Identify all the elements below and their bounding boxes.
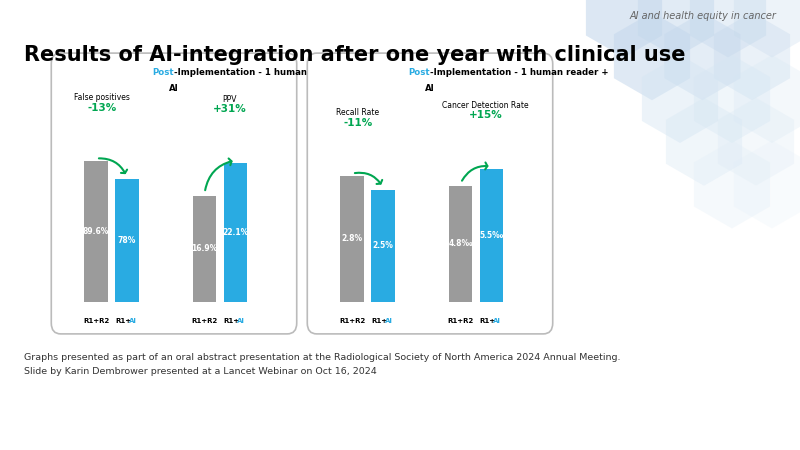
- Text: AI and health equity in cancer: AI and health equity in cancer: [629, 11, 776, 21]
- FancyBboxPatch shape: [307, 53, 553, 334]
- Text: +31%: +31%: [213, 104, 246, 114]
- Text: AI: AI: [494, 318, 501, 324]
- Text: -Implementation - 1 human reader +: -Implementation - 1 human reader +: [174, 68, 353, 77]
- Text: 5.5‰: 5.5‰: [479, 231, 503, 240]
- Bar: [449, 186, 473, 302]
- FancyBboxPatch shape: [51, 53, 297, 334]
- Text: -11%: -11%: [343, 117, 373, 128]
- Bar: [84, 161, 108, 302]
- Text: PPV: PPV: [222, 94, 237, 104]
- Text: +15%: +15%: [469, 110, 502, 121]
- Text: R1+: R1+: [371, 318, 387, 324]
- Text: Post: Post: [408, 68, 430, 77]
- Text: R1+R2: R1+R2: [83, 318, 110, 324]
- Text: -13%: -13%: [87, 103, 117, 112]
- Text: The best science for better lives: The best science for better lives: [574, 412, 776, 425]
- Bar: [340, 176, 364, 302]
- Text: 89.6%: 89.6%: [83, 227, 110, 236]
- Text: R1+R2: R1+R2: [339, 318, 366, 324]
- Text: R1+: R1+: [224, 318, 240, 324]
- Text: R1+R2: R1+R2: [191, 318, 218, 324]
- Text: R1+R2: R1+R2: [447, 318, 474, 324]
- Text: 2.5%: 2.5%: [372, 241, 394, 250]
- Text: -Implementation - 1 human reader +: -Implementation - 1 human reader +: [430, 68, 609, 77]
- Text: False positives: False positives: [74, 93, 130, 102]
- Bar: [193, 196, 217, 302]
- Text: Graphs presented as part of an oral abstract presentation at the Radiological So: Graphs presented as part of an oral abst…: [24, 353, 621, 376]
- Text: 78%: 78%: [118, 236, 136, 245]
- Text: Cancer Detection Rate: Cancer Detection Rate: [442, 101, 529, 110]
- Text: Post: Post: [152, 68, 174, 77]
- Text: AI: AI: [425, 84, 435, 93]
- Bar: [223, 163, 247, 302]
- Text: 4.8‰: 4.8‰: [449, 239, 473, 248]
- Text: 16.9%: 16.9%: [191, 244, 218, 253]
- Text: Results of AI-integration after one year with clinical use: Results of AI-integration after one year…: [24, 45, 686, 65]
- Text: 22.1%: 22.1%: [222, 228, 249, 237]
- Text: AI: AI: [129, 318, 137, 324]
- Bar: [115, 180, 138, 302]
- Text: AI: AI: [238, 318, 245, 324]
- Text: R1+: R1+: [115, 318, 131, 324]
- Text: R1+: R1+: [480, 318, 496, 324]
- Text: THE LANCET: THE LANCET: [24, 410, 148, 427]
- Text: AI: AI: [169, 84, 179, 93]
- Bar: [371, 189, 394, 302]
- Text: 2.8%: 2.8%: [342, 234, 362, 243]
- Bar: [479, 169, 503, 302]
- Text: Recall Rate: Recall Rate: [337, 108, 379, 117]
- Text: AI: AI: [385, 318, 393, 324]
